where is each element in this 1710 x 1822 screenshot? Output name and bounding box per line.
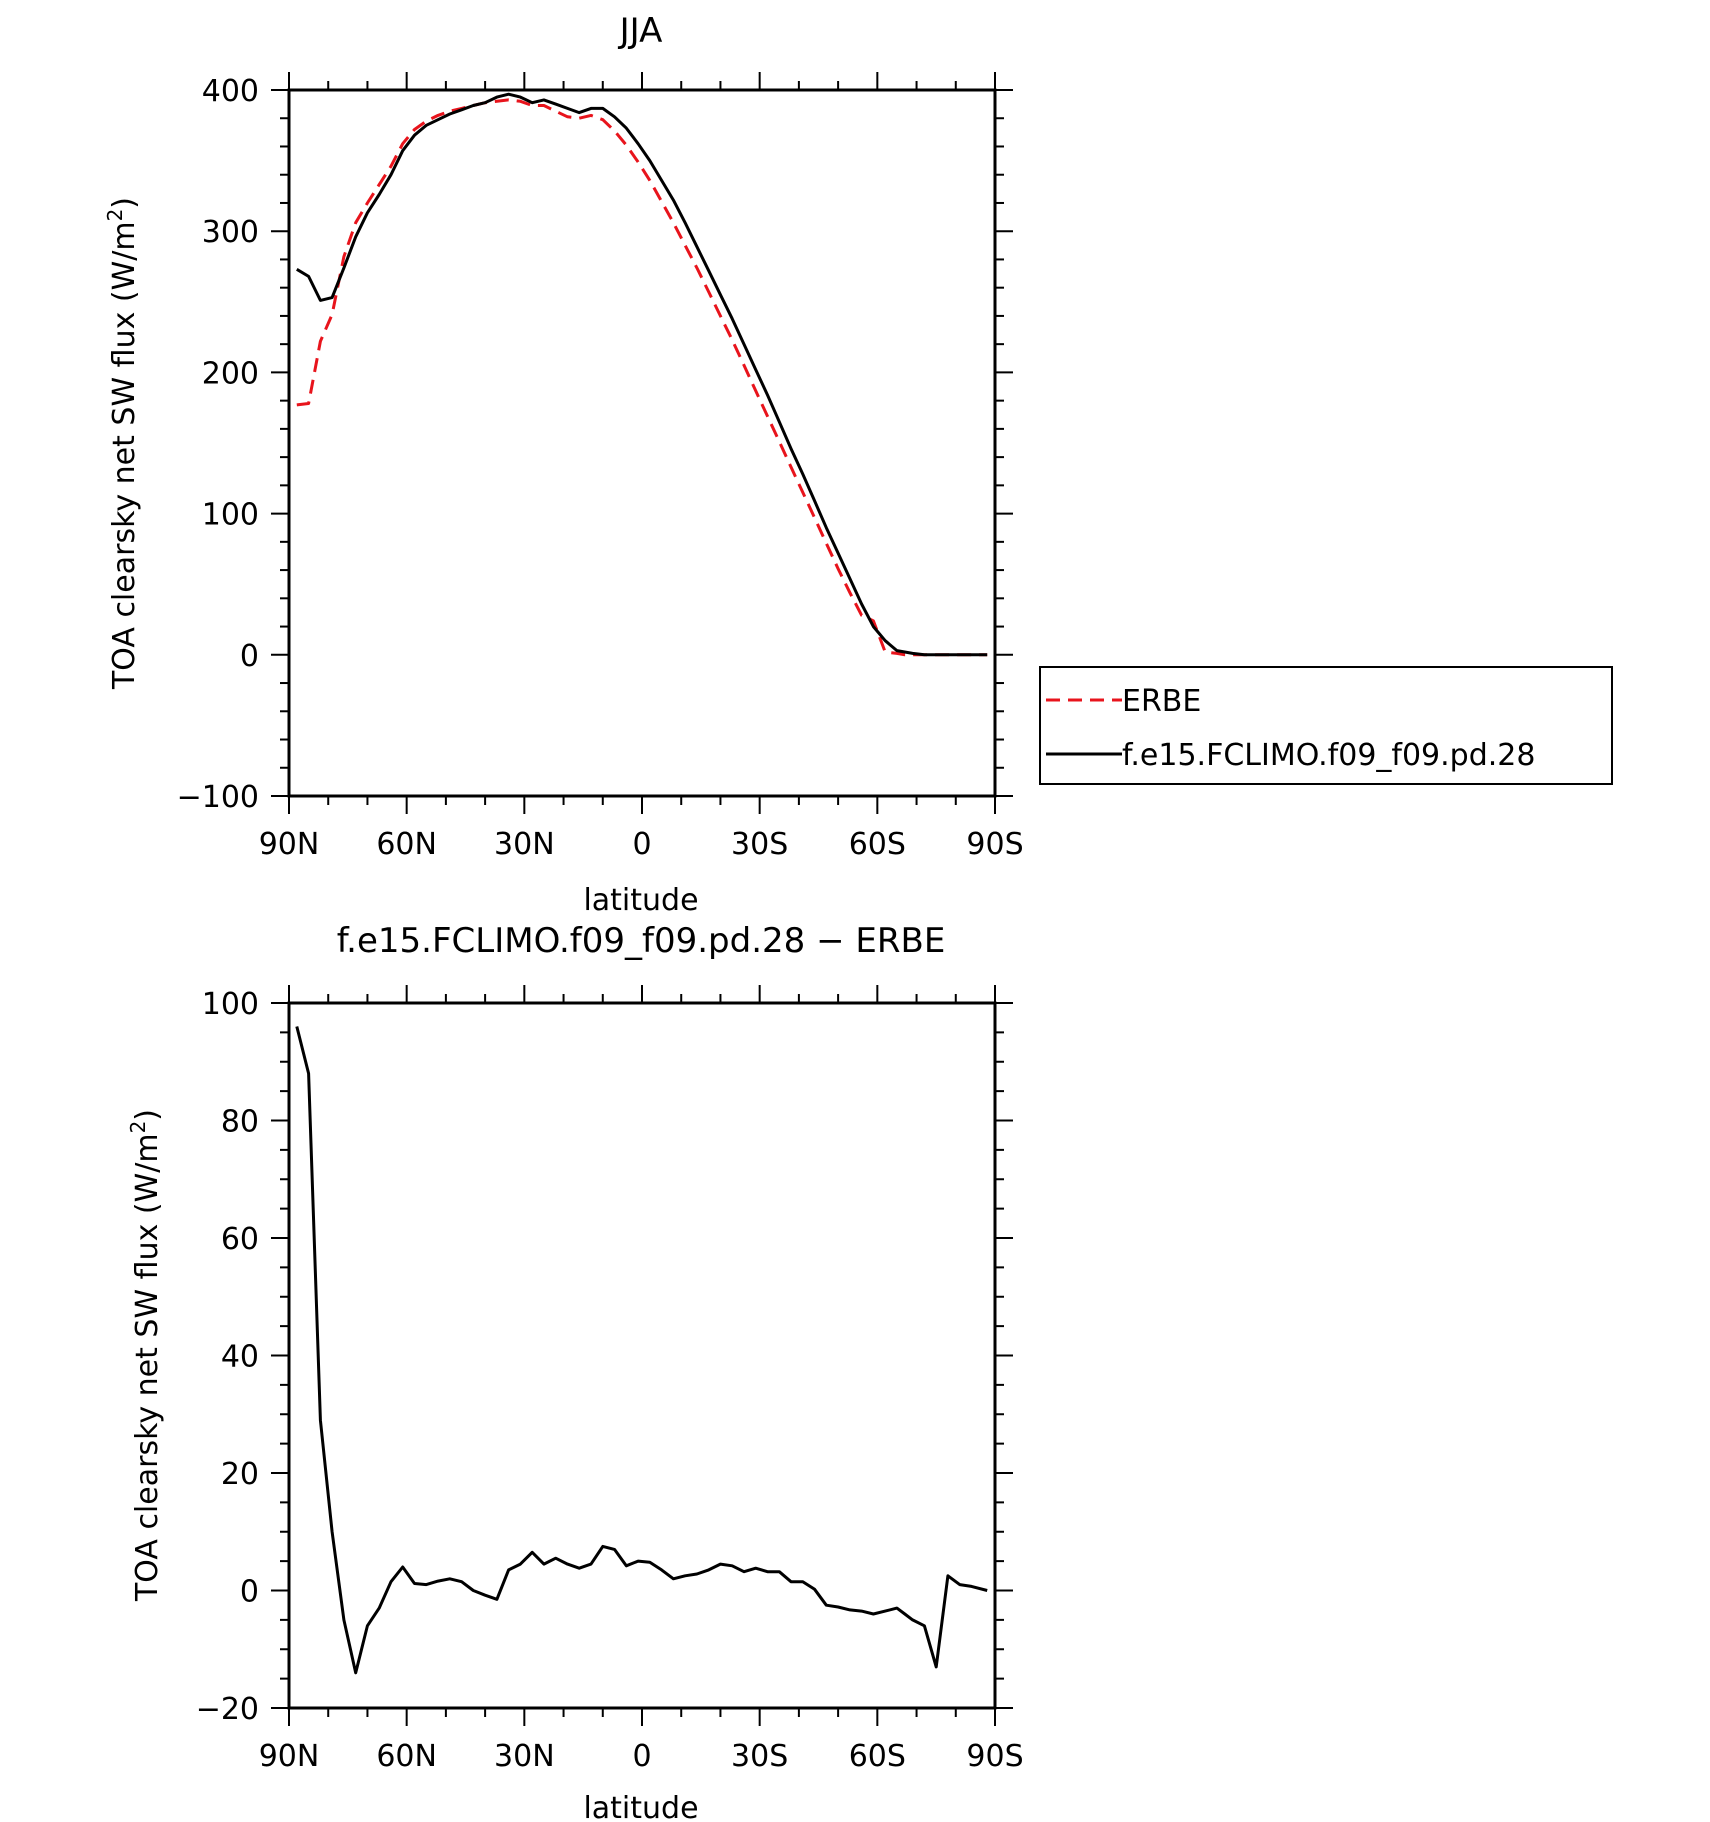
top-x-tick-label: 30S: [731, 827, 788, 862]
bottom-x-tick-label: 90N: [259, 1739, 320, 1774]
top-x-tick-label: 60S: [849, 827, 906, 862]
bottom-panel-y-axis-label-superscript: 2: [126, 1121, 150, 1134]
bottom-x-tick-label: 0: [632, 1739, 651, 1774]
bottom-panel-x-axis-label: latitude: [583, 1791, 698, 1822]
bottom-panel-y-axis-label: TOA clearsky net SW flux (W/m2): [126, 1109, 165, 1602]
top-y-tick-label: 200: [202, 356, 259, 391]
bottom-panel: f.e15.FCLIMO.f09_f09.pd.28 − ERBE −20020…: [126, 921, 1024, 1822]
top-y-tick-label: 0: [240, 639, 259, 674]
top-x-tick-label: 30N: [494, 827, 555, 862]
top-y-tick-label: 400: [202, 74, 259, 109]
top-series-line-f-e15-fclimo-f09-f09-pd-28: [296, 92, 988, 657]
top-x-tick-label: 0: [632, 827, 651, 862]
bottom-x-tick-label: 30N: [494, 1739, 555, 1774]
legend: ERBE f.e15.FCLIMO.f09_f09.pd.28: [1039, 666, 1613, 785]
top-panel-y-axis-label-close: ): [107, 197, 142, 209]
bottom-panel-series: [295, 1026, 988, 1675]
top-x-tick-label: 90N: [259, 827, 320, 862]
bottom-panel-y-axis-label-main: TOA clearsky net SW flux (W/m: [130, 1133, 165, 1602]
top-panel-title: JJA: [618, 11, 663, 51]
top-panel-y-axis-label-main: TOA clearsky net SW flux (W/m: [107, 221, 142, 690]
bottom-y-tick-label: 80: [221, 1105, 259, 1140]
bottom-x-tick-label: 90S: [966, 1739, 1023, 1774]
bottom-y-tick-label: 100: [202, 987, 259, 1022]
bottom-panel-plot-frame: [287, 1001, 997, 1710]
bottom-y-tick-label: 20: [221, 1457, 259, 1492]
top-panel-series: [296, 92, 988, 657]
top-x-tick-label: 60N: [376, 827, 437, 862]
top-y-tick-label: 100: [202, 498, 259, 533]
bottom-panel-ticks: [271, 985, 1013, 1726]
legend-box: [1039, 666, 1613, 785]
top-panel-y-axis-label-superscript: 2: [103, 209, 127, 222]
top-y-tick-label: −100: [177, 780, 259, 815]
top-x-tick-label: 90S: [966, 827, 1023, 862]
top-panel-ticks: [271, 72, 1013, 814]
bottom-x-tick-label: 30S: [731, 1739, 788, 1774]
top-panel-x-axis-label: latitude: [583, 883, 698, 918]
bottom-y-tick-label: 60: [221, 1222, 259, 1257]
top-panel: JJA −100 0 100 200 300 400 90N 60N 30N 0 30S 60S 90S…: [103, 11, 1613, 918]
bottom-x-tick-label: 60S: [849, 1739, 906, 1774]
bottom-series-line-difference: [295, 1026, 988, 1675]
bottom-panel-y-axis-label-close: ): [130, 1109, 165, 1121]
bottom-panel-title: f.e15.FCLIMO.f09_f09.pd.28 − ERBE: [337, 921, 946, 961]
top-panel-plot-frame: [287, 88, 997, 798]
bottom-panel-tick-labels: −20 0 20 40 60 80 100 90N 60N 30N 0 30S 60S 90S: [196, 987, 1024, 1774]
bottom-y-tick-label: −20: [196, 1692, 259, 1727]
top-y-tick-label: 300: [202, 215, 259, 250]
legend-label-model: f.e15.FCLIMO.f09_f09.pd.28: [1122, 738, 1535, 773]
top-panel-y-axis-label: TOA clearsky net SW flux (W/m2): [103, 197, 142, 690]
bottom-y-tick-label: 0: [240, 1575, 259, 1610]
bottom-y-tick-label: 40: [221, 1340, 259, 1375]
legend-label-erbe: ERBE: [1122, 684, 1201, 719]
bottom-x-tick-label: 60N: [376, 1739, 437, 1774]
top-panel-tick-labels: −100 0 100 200 300 400 90N 60N 30N 0 30S 60S 90S: [177, 74, 1024, 862]
top-series-line-erbe: [296, 98, 988, 657]
